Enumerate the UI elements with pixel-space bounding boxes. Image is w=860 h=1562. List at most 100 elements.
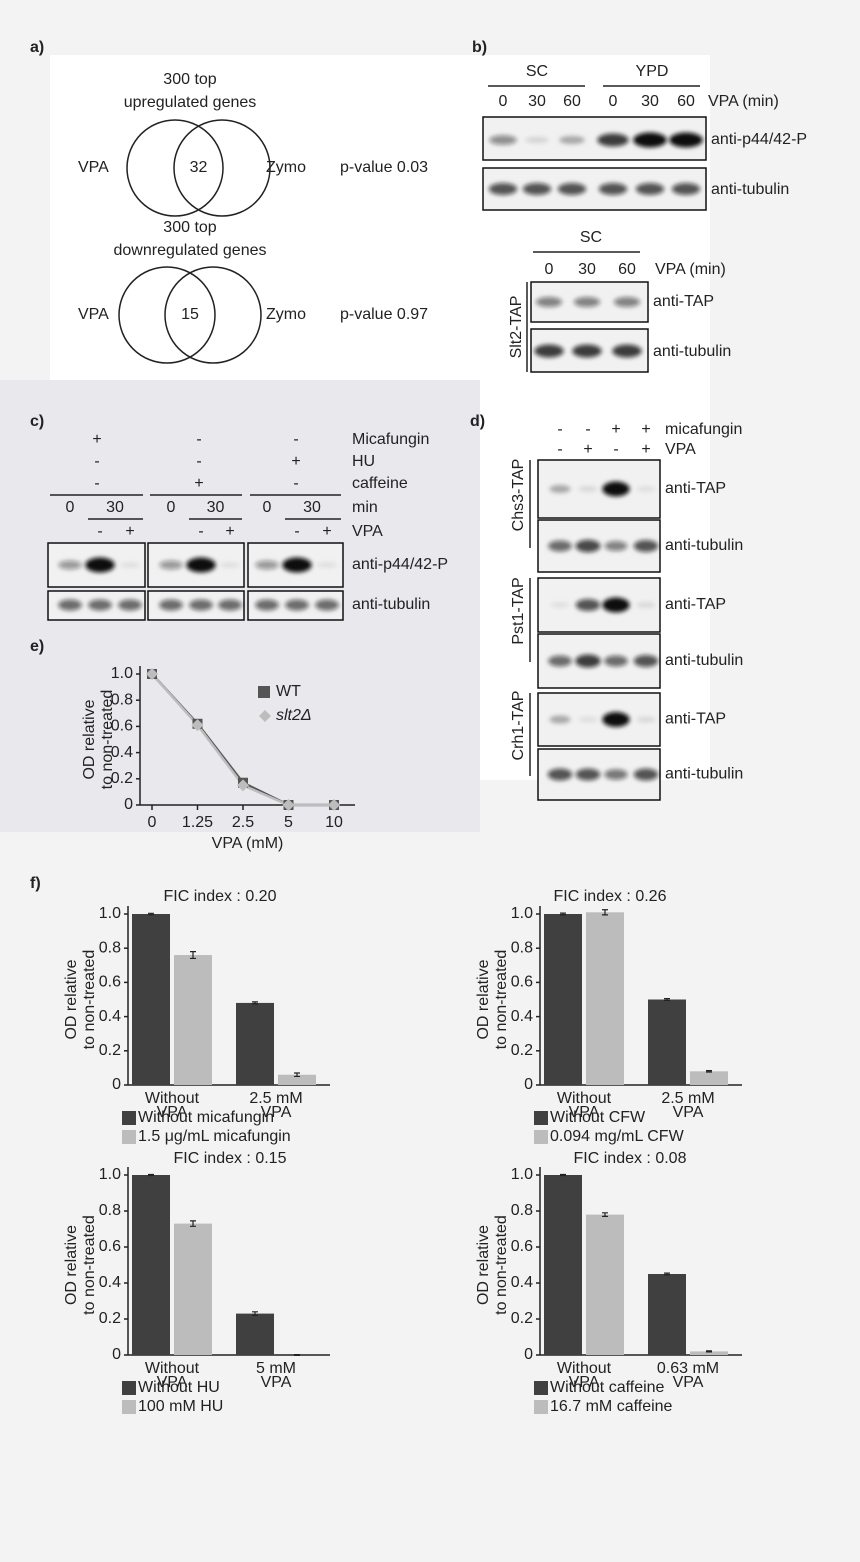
panel-label: f)	[30, 875, 41, 892]
lane-label: 60	[677, 93, 695, 110]
sign: -	[557, 421, 562, 438]
band	[282, 557, 312, 573]
bar	[586, 912, 624, 1085]
error-bar	[560, 912, 566, 916]
band	[575, 599, 601, 611]
time: 30	[303, 499, 321, 516]
band	[636, 486, 656, 492]
band	[550, 602, 570, 608]
band	[602, 597, 630, 613]
chart-title: FIC index : 0.08	[574, 1150, 687, 1167]
band	[578, 486, 598, 492]
band	[598, 183, 628, 195]
lane-label: 30	[641, 93, 659, 110]
y-tick-label: 1.0	[99, 1166, 121, 1183]
y-tick-label: 1.0	[111, 665, 133, 682]
error-bar	[252, 1311, 258, 1316]
group-label: SC	[580, 229, 602, 246]
sign: -	[613, 441, 618, 458]
x-tick-label: VPA	[673, 1104, 704, 1121]
x-tick-label: 5 mM	[256, 1360, 296, 1377]
venn-overlap: 32	[190, 159, 208, 176]
y-axis-label: to non-treated	[493, 950, 510, 1050]
legend-swatch	[122, 1111, 136, 1125]
treatment-label: micafungin	[665, 421, 742, 438]
legend-swatch	[122, 1381, 136, 1395]
band	[572, 344, 602, 358]
band	[597, 133, 629, 147]
sign: -	[94, 453, 99, 470]
x-tick-label: VPA	[157, 1104, 188, 1121]
bar	[544, 914, 582, 1085]
row-label: anti-tubulin	[665, 766, 743, 783]
band	[604, 769, 628, 780]
venn-circle	[126, 119, 224, 217]
error-bar	[148, 1173, 154, 1177]
time: 0	[263, 499, 272, 516]
chart-title: FIC index : 0.26	[554, 888, 667, 905]
legend-label: 16.7 mM caffeine	[550, 1398, 673, 1415]
venn-circle	[173, 119, 271, 217]
band	[573, 297, 601, 307]
vpa-sign: -	[97, 523, 102, 540]
band	[255, 560, 279, 570]
lane-label: 30	[578, 261, 596, 278]
y-tick-label: 0.8	[99, 939, 121, 956]
error-bar	[294, 1072, 300, 1078]
panel-label: b)	[472, 39, 487, 56]
y-tick-label: 0.6	[99, 974, 121, 991]
y-tick-label: 0	[124, 796, 133, 813]
row-label: anti-tubulin	[665, 652, 743, 669]
time: 0	[167, 499, 176, 516]
bar	[690, 1351, 728, 1355]
bar	[544, 1175, 582, 1355]
band	[636, 716, 656, 723]
legend-label: 0.094 mg/mL CFW	[550, 1128, 685, 1145]
lane-label: 0	[499, 93, 508, 110]
venn-right: Zymo	[266, 306, 306, 323]
bar	[174, 1223, 212, 1355]
band	[58, 560, 82, 570]
band	[575, 539, 601, 553]
bar	[648, 1274, 686, 1355]
error-bar	[560, 1173, 566, 1177]
treatment-label: VPA	[665, 441, 696, 458]
legend-swatch	[258, 686, 270, 698]
band	[669, 132, 703, 148]
point	[146, 668, 158, 680]
band	[535, 297, 563, 307]
p-value: p-value 0.97	[340, 306, 428, 323]
bar	[132, 1175, 170, 1355]
x-tick-label: VPA	[569, 1374, 600, 1391]
group-label: SC	[526, 63, 548, 80]
legend-swatch	[259, 710, 271, 722]
lane-label: 60	[618, 261, 636, 278]
legend-swatch	[122, 1400, 136, 1414]
error-bar	[602, 909, 608, 916]
band	[488, 183, 518, 195]
legend-swatch	[534, 1400, 548, 1414]
sign: -	[196, 431, 201, 448]
vpa-sign: -	[294, 523, 299, 540]
row-label: anti-p44/42-P	[352, 556, 448, 573]
group-label: YPD	[636, 63, 669, 80]
band	[633, 768, 659, 781]
band	[633, 540, 659, 552]
bar	[648, 999, 686, 1085]
x-tick-label: Without	[145, 1090, 200, 1107]
error-bar	[294, 1354, 300, 1356]
band	[58, 599, 82, 611]
error-bar	[190, 1220, 196, 1227]
bar	[690, 1071, 728, 1085]
legend-label: Without micafungin	[138, 1109, 274, 1126]
band	[186, 557, 216, 573]
error-bar	[602, 1212, 608, 1217]
lane-unit: VPA (min)	[655, 261, 726, 278]
y-tick-label: 0.8	[511, 1202, 533, 1219]
error-bar	[706, 1070, 712, 1073]
x-tick-label: 2.5 mM	[249, 1090, 302, 1107]
y-axis-label: OD relative	[63, 959, 80, 1039]
row-label: anti-tubulin	[653, 343, 731, 360]
band	[255, 599, 279, 611]
sign: +	[611, 421, 620, 438]
